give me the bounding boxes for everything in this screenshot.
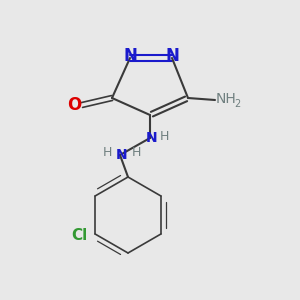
- Text: H: H: [102, 146, 112, 160]
- Text: H: H: [159, 130, 169, 142]
- Text: O: O: [67, 96, 81, 114]
- Text: H: H: [131, 146, 141, 160]
- Text: NH: NH: [216, 92, 237, 106]
- Text: N: N: [123, 47, 137, 65]
- Text: N: N: [116, 148, 128, 162]
- Text: N: N: [165, 47, 179, 65]
- Text: Cl: Cl: [71, 227, 87, 242]
- Text: N: N: [146, 131, 158, 145]
- Text: 2: 2: [234, 99, 240, 109]
